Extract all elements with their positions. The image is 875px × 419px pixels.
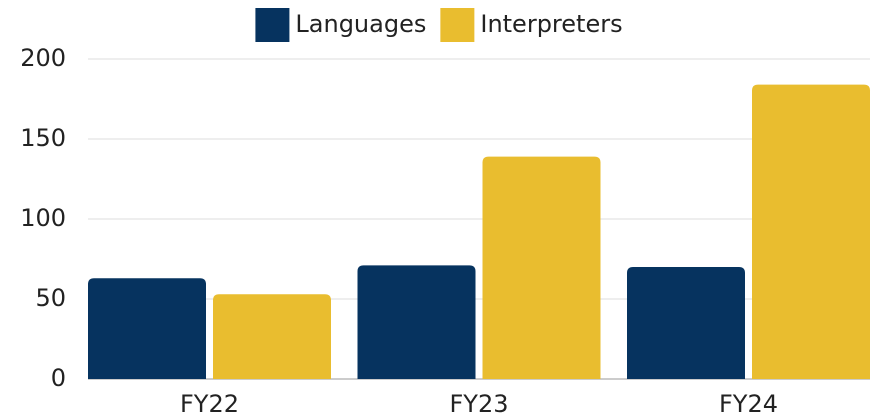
x-tick-label: FY22	[180, 390, 239, 418]
y-tick-label: 200	[20, 44, 66, 72]
bar	[752, 84, 870, 379]
x-tick-label: FY23	[449, 390, 508, 418]
legend-swatch	[255, 8, 290, 42]
bar	[88, 278, 206, 379]
legend-label: Languages	[295, 10, 426, 38]
bar	[482, 156, 601, 379]
bar	[213, 294, 331, 379]
y-tick-label: 150	[20, 124, 66, 152]
y-tick-label: 100	[20, 204, 66, 232]
bar	[357, 265, 476, 379]
legend-label: Interpreters	[480, 10, 622, 38]
x-tick-label: FY24	[719, 390, 778, 418]
y-tick-label: 0	[51, 364, 66, 392]
bar	[627, 267, 745, 379]
legend-swatch	[440, 8, 475, 42]
y-tick-label: 50	[35, 284, 66, 312]
